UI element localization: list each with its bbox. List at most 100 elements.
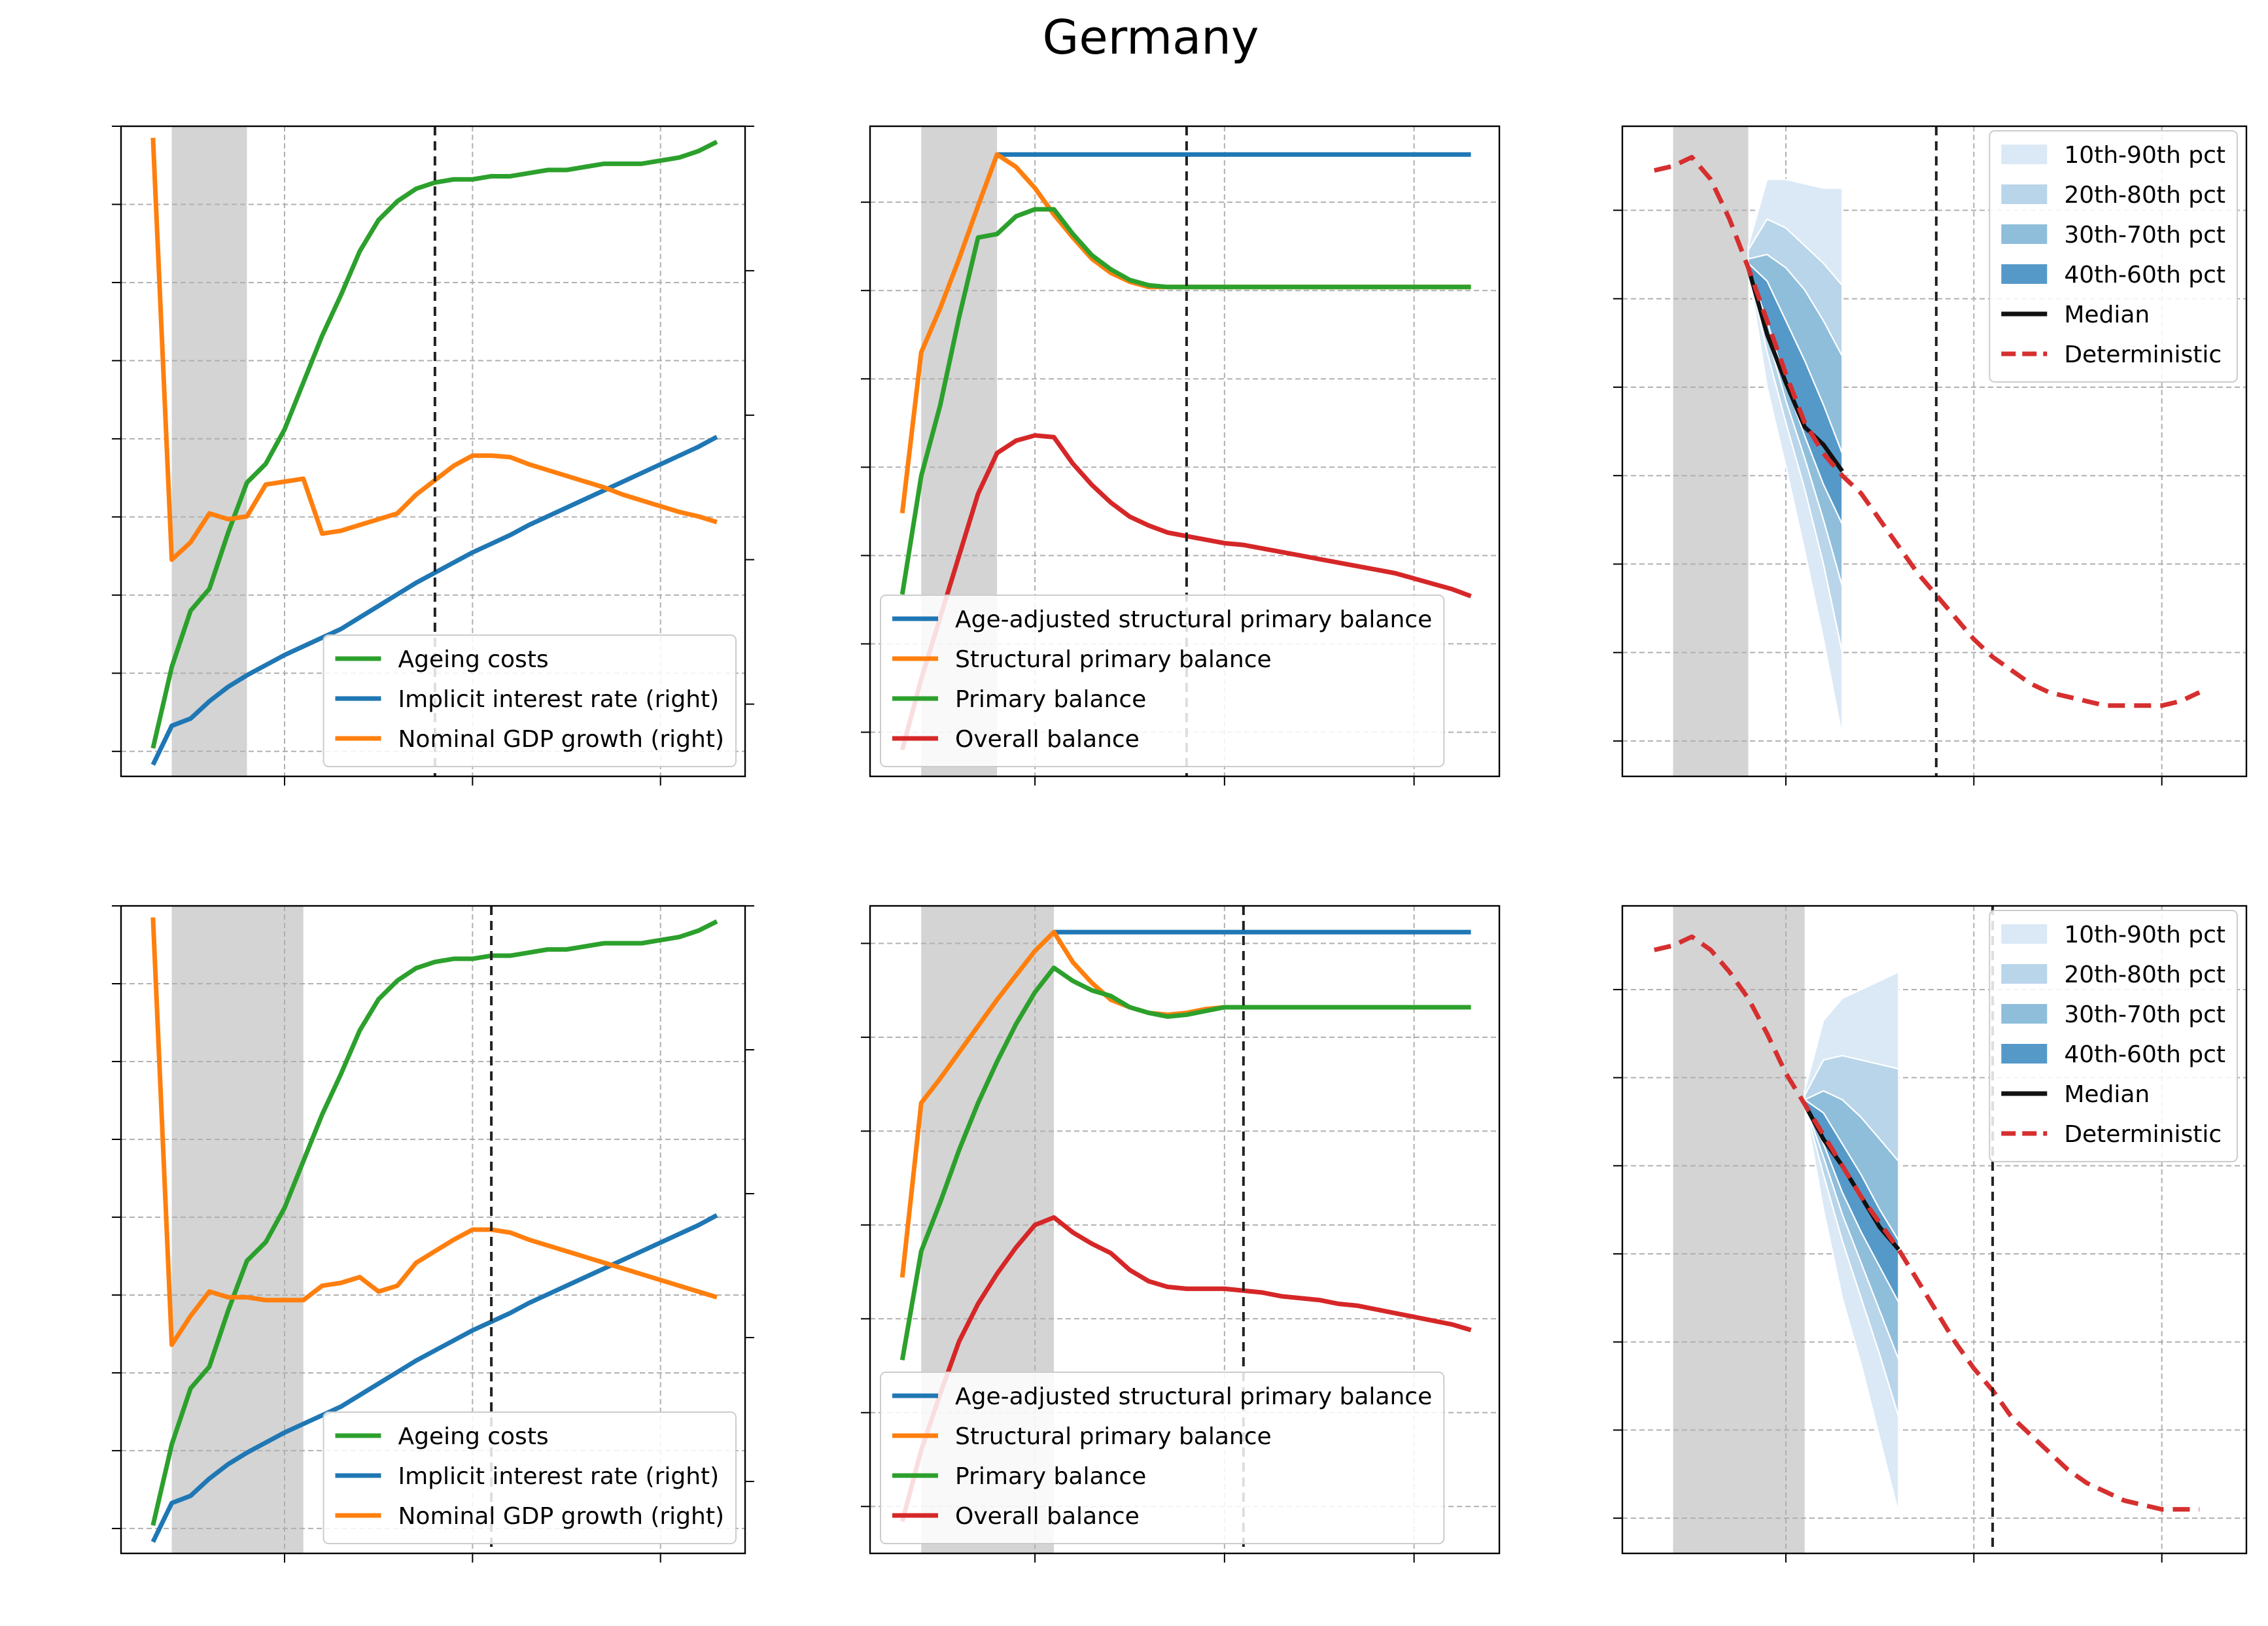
legend-item: Overall balance	[892, 1503, 1140, 1530]
series-line-2	[899, 207, 1471, 595]
legend-swatch	[2001, 1044, 2048, 1064]
legend: Ageing costs Implicit interest rate (righ…	[323, 634, 737, 767]
shaded-period	[1673, 126, 1749, 776]
legend-item: 10th-90th pct	[2001, 142, 2225, 169]
legend-item: Primary balance	[892, 686, 1146, 713]
legend-label: Age-adjusted structural primary balance	[955, 606, 1432, 633]
series-line-1	[150, 434, 718, 766]
legend-label: Implicit interest rate (right)	[398, 1463, 720, 1490]
legend: Age-adjusted structural primary balance S…	[880, 1372, 1445, 1544]
plot-area	[1654, 154, 2201, 737]
legend-item: Implicit interest rate (right)	[335, 686, 720, 713]
legend-box	[880, 595, 1445, 767]
legend-item: 20th-80th pct	[2001, 182, 2225, 209]
series-line-0	[1654, 154, 2201, 708]
plot-area	[1654, 934, 2200, 1514]
legend-label: 10th-90th pct	[2064, 922, 2225, 948]
legend-swatch	[2001, 924, 2048, 944]
legend-item: 20th-80th pct	[2001, 961, 2225, 988]
legend-label: Age-adjusted structural primary balance	[955, 1383, 1432, 1410]
shaded-period	[171, 126, 247, 776]
panels: Ageing costs Implicit interest rate (righ…	[112, 125, 2248, 1563]
panel-ageing_7: Ageing costs Implicit interest rate (righ…	[112, 905, 754, 1563]
panel-budget_7: Age-adjusted structural primary balance S…	[861, 905, 1501, 1563]
legend-item: Deterministic	[2001, 1121, 2222, 1148]
legend-label: Deterministic	[2064, 1121, 2222, 1148]
legend-box	[880, 1372, 1445, 1544]
series-line-0	[150, 919, 718, 1526]
legend-item: Primary balance	[892, 1463, 1146, 1490]
axes-frame	[869, 905, 1501, 1555]
legend-swatch	[2001, 264, 2048, 284]
legend-box	[323, 1411, 737, 1544]
legend: 10th-90th pct 20th-80th pct 30th-70th pct 4…	[1989, 130, 2238, 383]
plot-area	[899, 152, 1472, 751]
fan-band-3	[1804, 1098, 1900, 1303]
legend-item: Structural primary balance	[892, 646, 1272, 673]
legend-item: Nominal GDP growth (right)	[335, 726, 725, 753]
series-line-2	[150, 917, 718, 1347]
legend-label: Structural primary balance	[955, 646, 1272, 673]
series-line-0	[150, 139, 718, 749]
legend-item: 40th-60th pct	[2001, 1041, 2225, 1068]
panel-debt_7: 10th-90th pct 20th-80th pct 30th-70th pct 4…	[1613, 905, 2248, 1563]
series-line-3	[899, 1215, 1472, 1523]
legend-label: Deterministic	[2064, 341, 2222, 368]
legend: Age-adjusted structural primary balance S…	[880, 595, 1445, 767]
legend-label: Median	[2064, 1081, 2150, 1108]
legend-label: 40th-60th pct	[2064, 1041, 2225, 1068]
plot-area	[150, 917, 718, 1543]
legend-box	[1989, 130, 2238, 383]
panel-budget_4: Age-adjusted structural primary balance S…	[861, 125, 1501, 786]
legend-label: Nominal GDP growth (right)	[398, 1503, 725, 1530]
median-line	[1746, 267, 1844, 473]
legend: 10th-90th pct 20th-80th pct 30th-70th pct 4…	[1989, 910, 2238, 1162]
legend-label: Overall balance	[955, 1503, 1140, 1530]
legend-label: Overall balance	[955, 726, 1140, 753]
legend-item: Age-adjusted structural primary balance	[892, 1383, 1432, 1410]
shaded-period	[1673, 906, 1805, 1553]
series-line-0	[1654, 934, 2200, 1512]
legend-item: Median	[2001, 302, 2150, 328]
legend-label: 30th-70th pct	[2064, 1001, 2225, 1028]
legend-item: 30th-70th pct	[2001, 222, 2225, 249]
legend-item: Implicit interest rate (right)	[335, 1463, 720, 1490]
legend-item: Overall balance	[892, 726, 1140, 753]
legend-label: Ageing costs	[398, 1423, 549, 1450]
legend-swatch	[2001, 964, 2048, 984]
legend-item: 10th-90th pct	[2001, 922, 2225, 948]
legend: Ageing costs Implicit interest rate (righ…	[323, 1411, 737, 1544]
legend-box	[1989, 910, 2238, 1162]
fan-band-2	[1804, 1090, 1900, 1360]
legend-label: 20th-80th pct	[2064, 182, 2225, 209]
legend-item: Age-adjusted structural primary balance	[892, 606, 1432, 633]
legend-swatch	[2001, 184, 2048, 204]
legend-item: Median	[2001, 1081, 2150, 1108]
legend-label: Implicit interest rate (right)	[398, 686, 720, 713]
shaded-period	[171, 906, 304, 1553]
legend-label: 30th-70th pct	[2064, 222, 2225, 249]
legend-swatch	[2001, 224, 2048, 244]
axes-frame	[869, 125, 1501, 778]
legend-label: Primary balance	[955, 686, 1146, 713]
legend-item: 40th-60th pct	[2001, 262, 2225, 288]
axes-frame	[1621, 125, 2248, 778]
legend-swatch	[2001, 145, 2048, 164]
legend-item: Structural primary balance	[892, 1423, 1272, 1450]
axes-frame	[1621, 905, 2248, 1555]
legend-label: Median	[2064, 302, 2150, 328]
legend-label: 40th-60th pct	[2064, 262, 2225, 288]
legend-box	[323, 634, 737, 767]
axes-frame	[120, 125, 746, 778]
legend-item: Ageing costs	[335, 646, 549, 673]
panel-ageing_4: Ageing costs Implicit interest rate (righ…	[112, 125, 754, 786]
legend-label: Nominal GDP growth (right)	[398, 726, 725, 753]
panel-debt_4: 10th-90th pct 20th-80th pct 30th-70th pct 4…	[1613, 125, 2248, 786]
legend-label: 10th-90th pct	[2064, 142, 2225, 169]
legend-item: 30th-70th pct	[2001, 1001, 2225, 1028]
legend-item: Nominal GDP growth (right)	[335, 1503, 725, 1530]
axes-frame	[120, 905, 746, 1555]
figure-title: Germany	[1043, 10, 1259, 65]
plot-area	[899, 929, 1472, 1523]
